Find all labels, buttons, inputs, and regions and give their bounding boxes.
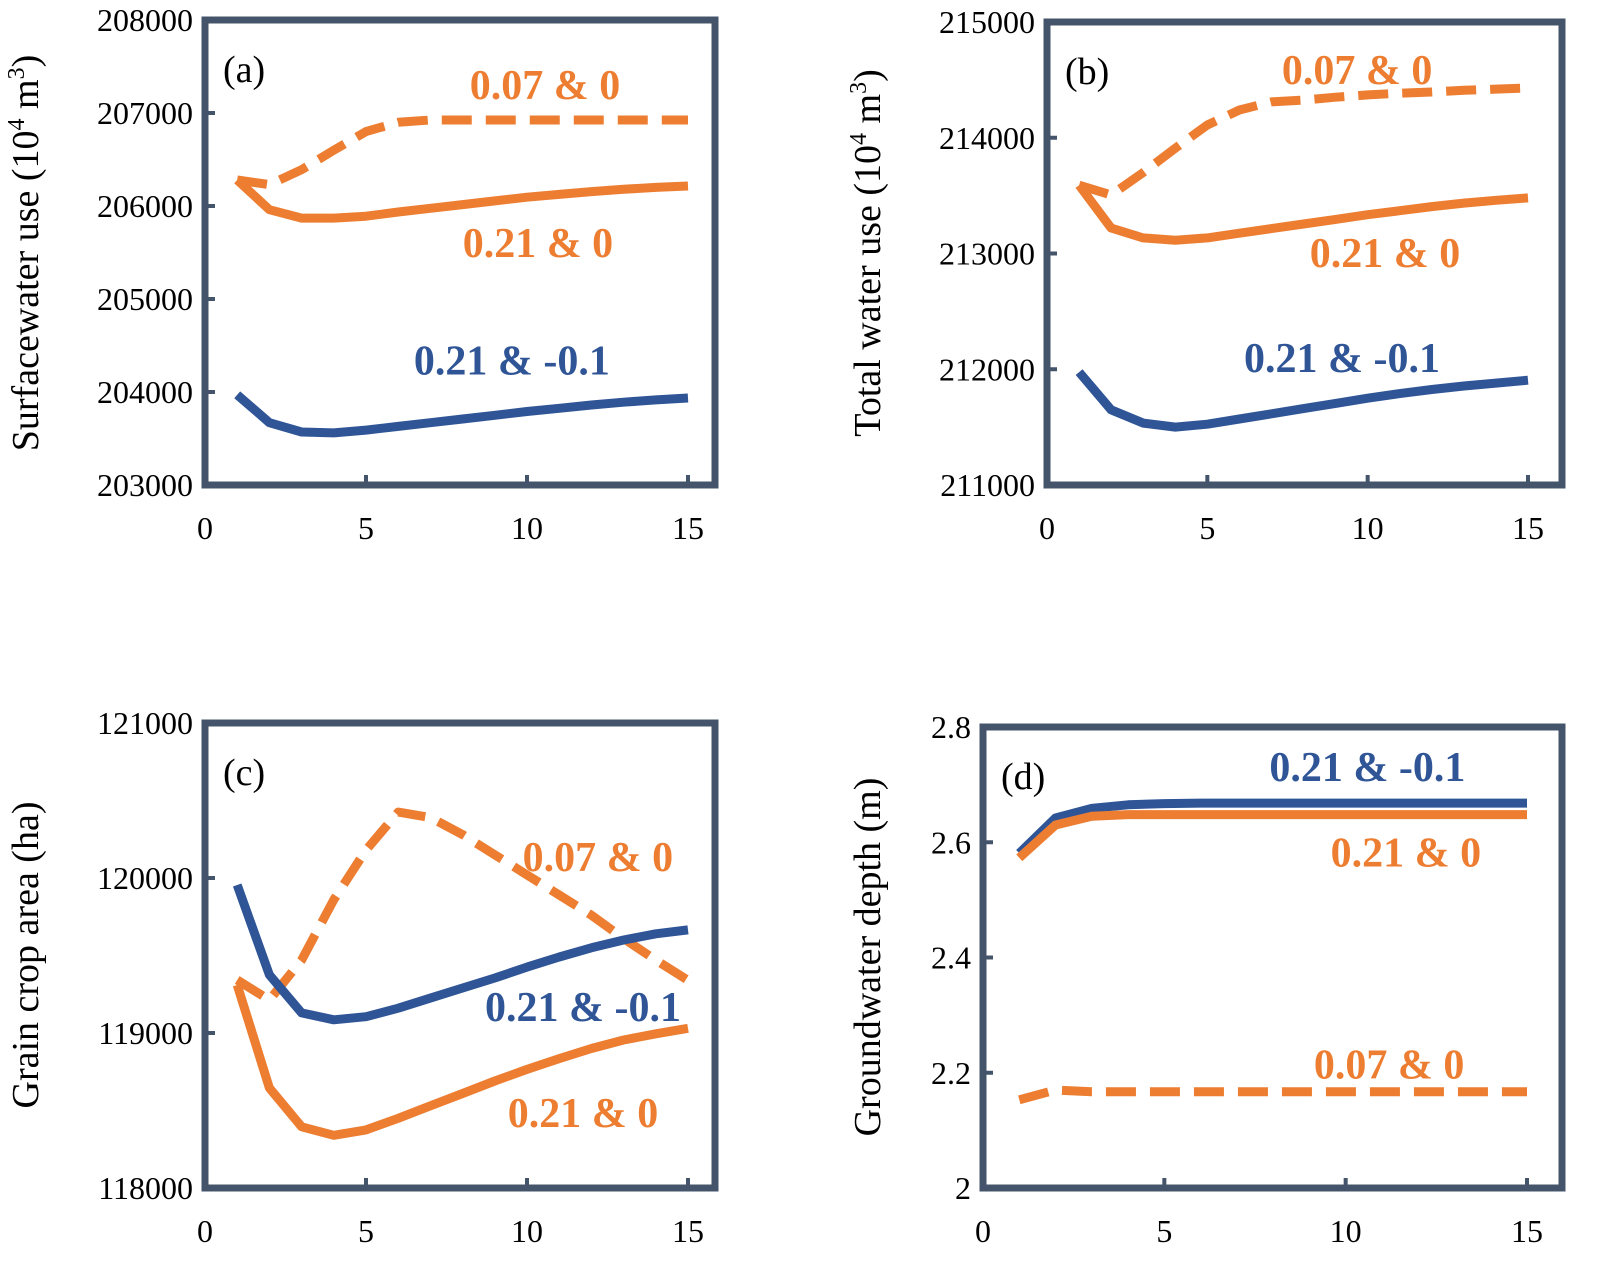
plot-frame xyxy=(201,16,719,489)
series-label: 0.21 & -0.1 xyxy=(485,985,681,1031)
series-line-0.21-0 xyxy=(1075,182,1529,245)
series-label: 0.07 & 0 xyxy=(470,63,621,109)
y-axis-title-end: ) xyxy=(5,55,47,68)
y-axis-title-text: Total water use (10 xyxy=(847,145,889,437)
x-tick-label: 0 xyxy=(197,510,213,546)
y-axis-title-sup: 3 xyxy=(846,82,872,94)
series-line-0.21--0.1 xyxy=(234,391,689,438)
panel-label: (d) xyxy=(1001,756,1045,798)
y-tick-label: 118000 xyxy=(98,1170,193,1206)
series-line-0.21-0 xyxy=(234,176,689,223)
y-tick-label: 215000 xyxy=(939,4,1035,40)
y-tick-label: 205000 xyxy=(97,281,193,317)
y-tick-label: 203000 xyxy=(97,467,193,503)
plot-frame xyxy=(1043,18,1566,489)
series-label: 0.07 & 0 xyxy=(523,835,674,881)
y-axis-title: Grain crop area (ha) xyxy=(5,802,47,1109)
x-tick-label: 10 xyxy=(1330,1213,1362,1249)
y-tick-label: 2.8 xyxy=(931,709,971,745)
panel-label: (b) xyxy=(1065,51,1109,93)
y-tick-label: 2.6 xyxy=(931,824,971,860)
y-axis-title-sup: 3 xyxy=(4,67,30,79)
x-tick-label: 5 xyxy=(358,1213,374,1249)
series-line-0.07-0 xyxy=(1077,83,1529,200)
y-tick-label: 120000 xyxy=(97,860,193,896)
y-axis-title-sup: 4 xyxy=(4,118,30,130)
panel-label: (a) xyxy=(223,49,265,91)
x-tick-label: 15 xyxy=(1511,1213,1543,1249)
x-tick-label: 5 xyxy=(1199,510,1215,546)
y-tick-label: 211000 xyxy=(940,467,1035,503)
series-label: 0.21 & -0.1 xyxy=(1244,336,1440,382)
x-tick-label: 15 xyxy=(672,1213,704,1249)
chart-panel-b: 211000 212000 213000 214000 215000 0 5 10 15 0.07… xyxy=(846,4,1566,546)
y-tick-label: 121000 xyxy=(97,705,193,741)
series-label: 0.21 & 0 xyxy=(1310,231,1461,277)
series-line-0.07-0 xyxy=(1018,1085,1527,1105)
y-tick-label: 204000 xyxy=(97,374,193,410)
series-label: 0.07 & 0 xyxy=(1314,1043,1465,1089)
y-axis-title-text: Groundwater depth (m) xyxy=(847,778,889,1137)
x-tick-label: 15 xyxy=(1512,510,1544,546)
y-axis-title-unit: m xyxy=(847,94,889,133)
series-label: 0.07 & 0 xyxy=(1282,48,1433,94)
series-label: 0.21 & -0.1 xyxy=(1269,745,1465,791)
x-tick-label: 0 xyxy=(197,1213,213,1249)
y-axis-title-sup: 4 xyxy=(846,133,872,145)
x-tick-label: 10 xyxy=(511,510,543,546)
x-tick-label: 5 xyxy=(358,510,374,546)
x-tick-label: 15 xyxy=(672,510,704,546)
x-tick-label: 0 xyxy=(1039,510,1055,546)
series-label: 0.21 & 0 xyxy=(463,221,614,267)
chart-panel-d: 2 2.2 2.4 2.6 2.8 0 5 10 15 0.21 & -0.1 0.21 & 0 0.… xyxy=(847,709,1566,1249)
y-axis-title-text: Grain crop area (ha) xyxy=(5,802,47,1109)
y-tick-label: 214000 xyxy=(939,120,1035,156)
y-axis-title-end: ) xyxy=(847,69,889,82)
chart-panel-c: 118000 119000 120000 121000 0 5 10 15 0.07 & 0 0.… xyxy=(5,705,719,1249)
y-tick-label: 206000 xyxy=(97,188,193,224)
y-tick-label: 212000 xyxy=(939,351,1035,387)
y-tick-label: 2 xyxy=(955,1170,971,1206)
x-tick-label: 10 xyxy=(1352,510,1384,546)
series-line-0.07-0 xyxy=(236,115,688,190)
y-tick-label: 119000 xyxy=(98,1015,193,1051)
series-label: 0.21 & 0 xyxy=(1331,831,1482,877)
y-axis-title-unit: m xyxy=(5,79,47,118)
series-label: 0.21 & -0.1 xyxy=(414,338,610,384)
y-axis-title: Groundwater depth (m) xyxy=(847,778,889,1137)
chart-panel-a: 203000 204000 205000 206000 207000 208000 0 5 10… xyxy=(4,2,719,546)
y-tick-label: 213000 xyxy=(939,236,1035,272)
x-tick-label: 10 xyxy=(511,1213,543,1249)
y-axis-title: Total water use (104 m3) xyxy=(846,69,889,436)
plot-frame xyxy=(979,723,1566,1192)
x-tick-label: 0 xyxy=(975,1213,991,1249)
y-tick-label: 2.4 xyxy=(931,940,971,976)
series-label: 0.21 & 0 xyxy=(508,1091,659,1137)
y-axis-title-text: Surfacewater use (10 xyxy=(5,130,47,451)
y-tick-label: 208000 xyxy=(97,2,193,38)
x-tick-label: 5 xyxy=(1156,1213,1172,1249)
y-tick-label: 207000 xyxy=(97,95,193,131)
y-axis-title: Surfacewater use (104 m3) xyxy=(4,55,47,451)
plot-frame xyxy=(201,719,719,1192)
y-tick-label: 2.2 xyxy=(931,1055,971,1091)
panel-label: (c) xyxy=(223,752,265,794)
